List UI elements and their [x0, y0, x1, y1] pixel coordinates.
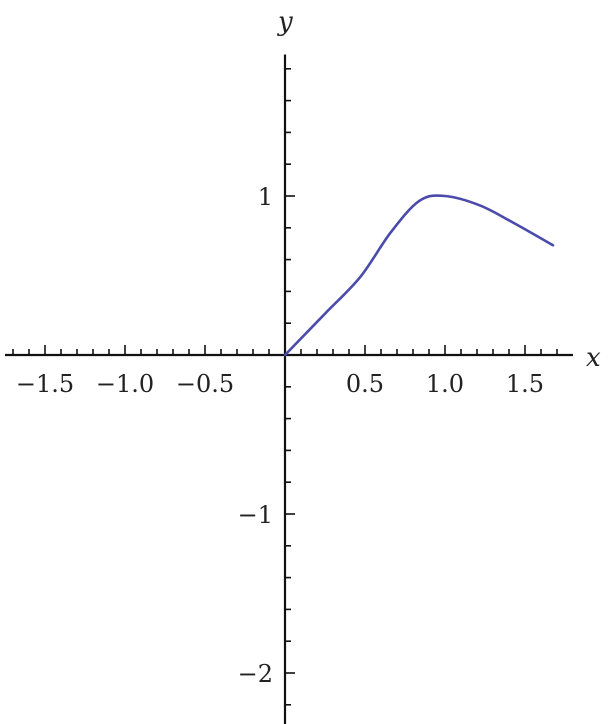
x-axis-label: x	[586, 343, 601, 373]
y-tick-label: −1	[238, 501, 273, 529]
x-tick-label: −1.0	[96, 370, 154, 398]
axes	[5, 54, 573, 724]
y-tick-label: 1	[258, 183, 273, 211]
x-tick-label: −0.5	[176, 370, 234, 398]
series-line	[283, 194, 555, 357]
x-tick-label: 1.5	[506, 370, 544, 398]
tick-labels: −1.5 −1.0 −0.5 0.5 1.0 1.5 1 −1 −2	[16, 183, 544, 688]
x-tick-label: 0.5	[346, 370, 384, 398]
x-tick-label: −1.5	[16, 370, 74, 398]
y-tick-label: −2	[238, 660, 273, 688]
x-tick-label: 1.0	[426, 370, 464, 398]
y-axis-label: y	[277, 7, 293, 37]
ticks	[12, 68, 558, 706]
